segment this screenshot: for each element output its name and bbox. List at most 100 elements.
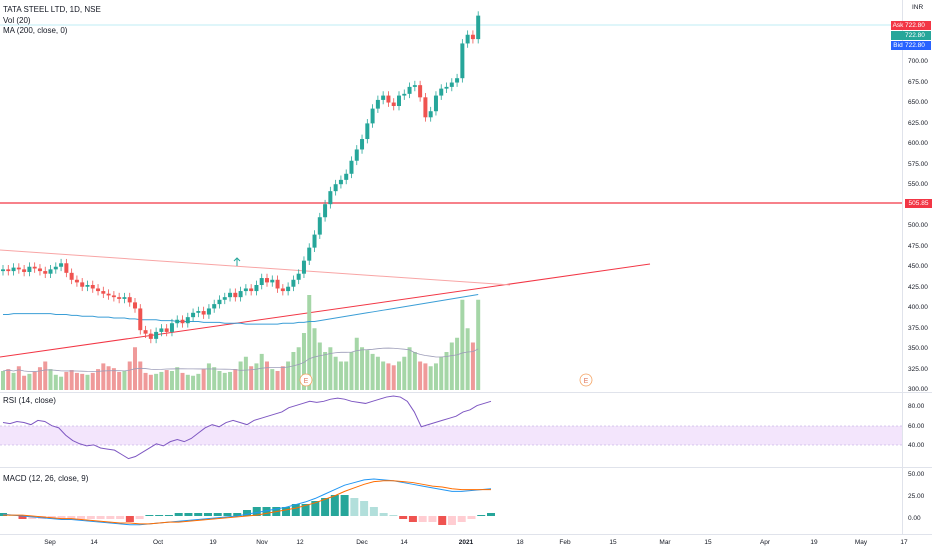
- candle-body[interactable]: [381, 95, 386, 100]
- candle-body[interactable]: [323, 204, 328, 218]
- candle-body[interactable]: [259, 278, 264, 285]
- candle-body[interactable]: [312, 234, 317, 248]
- candle-body[interactable]: [53, 266, 58, 270]
- candle-body[interactable]: [465, 34, 470, 44]
- candle-body[interactable]: [59, 263, 64, 267]
- candle-body[interactable]: [1, 269, 5, 272]
- candle-body[interactable]: [69, 272, 74, 280]
- candle-body[interactable]: [238, 291, 243, 298]
- candle-body[interactable]: [175, 319, 180, 324]
- candle-body[interactable]: [191, 312, 196, 318]
- candle-body[interactable]: [228, 292, 233, 298]
- candle-body[interactable]: [418, 85, 423, 98]
- candle-body[interactable]: [433, 95, 438, 112]
- candle-body[interactable]: [37, 268, 42, 272]
- candle-body[interactable]: [32, 266, 37, 269]
- candle-body[interactable]: [301, 260, 306, 274]
- price-pane[interactable]: [0, 0, 902, 392]
- candle-body[interactable]: [80, 282, 85, 287]
- candle-body[interactable]: [254, 284, 259, 292]
- rsi-legend[interactable]: RSI (14, close): [3, 396, 56, 405]
- candle-body[interactable]: [154, 331, 159, 339]
- candle-body[interactable]: [296, 273, 301, 280]
- candle-body[interactable]: [90, 284, 95, 289]
- candle-body[interactable]: [48, 269, 53, 274]
- candle-body[interactable]: [196, 311, 201, 313]
- candle-body[interactable]: [74, 279, 79, 283]
- candle-body[interactable]: [43, 271, 48, 274]
- candle-body[interactable]: [212, 304, 217, 309]
- candle-body[interactable]: [243, 288, 248, 292]
- candle-body[interactable]: [338, 179, 343, 185]
- candle-body[interactable]: [201, 311, 206, 315]
- candle-body[interactable]: [85, 284, 90, 287]
- candle-body[interactable]: [370, 108, 375, 124]
- candle-body[interactable]: [317, 217, 322, 235]
- candle-body[interactable]: [233, 292, 238, 298]
- candle-body[interactable]: [164, 328, 169, 332]
- candle-body[interactable]: [291, 279, 296, 287]
- candle-body[interactable]: [22, 269, 27, 272]
- candle-body[interactable]: [333, 184, 338, 192]
- candle-body[interactable]: [397, 95, 401, 107]
- candle-body[interactable]: [386, 95, 391, 103]
- candle-body[interactable]: [286, 286, 291, 292]
- candle-body[interactable]: [275, 279, 280, 289]
- volume-legend[interactable]: Vol (20): [3, 16, 31, 25]
- candle-body[interactable]: [117, 297, 122, 299]
- symbol-legend[interactable]: TATA STEEL LTD, 1D, NSE: [3, 5, 101, 14]
- candle-body[interactable]: [444, 86, 449, 89]
- candle-body[interactable]: [354, 149, 359, 161]
- candle-body[interactable]: [407, 86, 412, 94]
- candle-body[interactable]: [16, 267, 21, 270]
- candle-body[interactable]: [375, 99, 380, 109]
- candle-body[interactable]: [64, 263, 69, 273]
- candle-body[interactable]: [180, 319, 185, 324]
- falling-trendline[interactable]: [0, 249, 511, 286]
- candle-body[interactable]: [428, 111, 433, 118]
- rising-trendline[interactable]: [0, 263, 651, 358]
- candle-body[interactable]: [307, 247, 312, 261]
- macd-legend[interactable]: MACD (12, 26, close, 9): [3, 474, 89, 483]
- candle-body[interactable]: [470, 34, 475, 40]
- candle-body[interactable]: [460, 43, 465, 79]
- candle-body[interactable]: [27, 266, 32, 272]
- candle-body[interactable]: [143, 330, 148, 334]
- candle-body[interactable]: [249, 288, 254, 292]
- earnings-marker[interactable]: [579, 373, 593, 387]
- pane-separator[interactable]: [0, 392, 932, 393]
- candle-body[interactable]: [328, 191, 333, 205]
- candle-body[interactable]: [138, 308, 143, 331]
- candle-body[interactable]: [122, 297, 127, 299]
- pane-separator[interactable]: [0, 467, 932, 468]
- candle-body[interactable]: [265, 278, 269, 283]
- candle-body[interactable]: [206, 308, 211, 315]
- candle-body[interactable]: [217, 299, 222, 305]
- candle-body[interactable]: [360, 139, 365, 150]
- candle-body[interactable]: [11, 267, 16, 272]
- candle-body[interactable]: [423, 97, 428, 118]
- candle-body[interactable]: [344, 173, 349, 180]
- candle-body[interactable]: [349, 160, 354, 174]
- candle-body[interactable]: [169, 323, 174, 332]
- candle-body[interactable]: [412, 85, 417, 87]
- earnings-marker[interactable]: [299, 373, 313, 387]
- candle-body[interactable]: [449, 82, 454, 87]
- candle-body[interactable]: [222, 297, 227, 300]
- candle-body[interactable]: [455, 78, 460, 83]
- candle-body[interactable]: [148, 333, 153, 339]
- candle-body[interactable]: [476, 15, 481, 40]
- candle-body[interactable]: [270, 279, 275, 283]
- candle-body[interactable]: [402, 93, 407, 96]
- candle-body[interactable]: [391, 102, 396, 107]
- candle-body[interactable]: [159, 328, 164, 332]
- candle-body[interactable]: [106, 293, 111, 296]
- ma-legend[interactable]: MA (200, close, 0): [3, 26, 68, 35]
- candle-body[interactable]: [6, 269, 11, 272]
- candle-body[interactable]: [96, 288, 101, 292]
- candle-body[interactable]: [127, 297, 132, 303]
- candle-body[interactable]: [439, 88, 444, 96]
- candle-body[interactable]: [280, 288, 285, 292]
- candle-body[interactable]: [185, 317, 190, 324]
